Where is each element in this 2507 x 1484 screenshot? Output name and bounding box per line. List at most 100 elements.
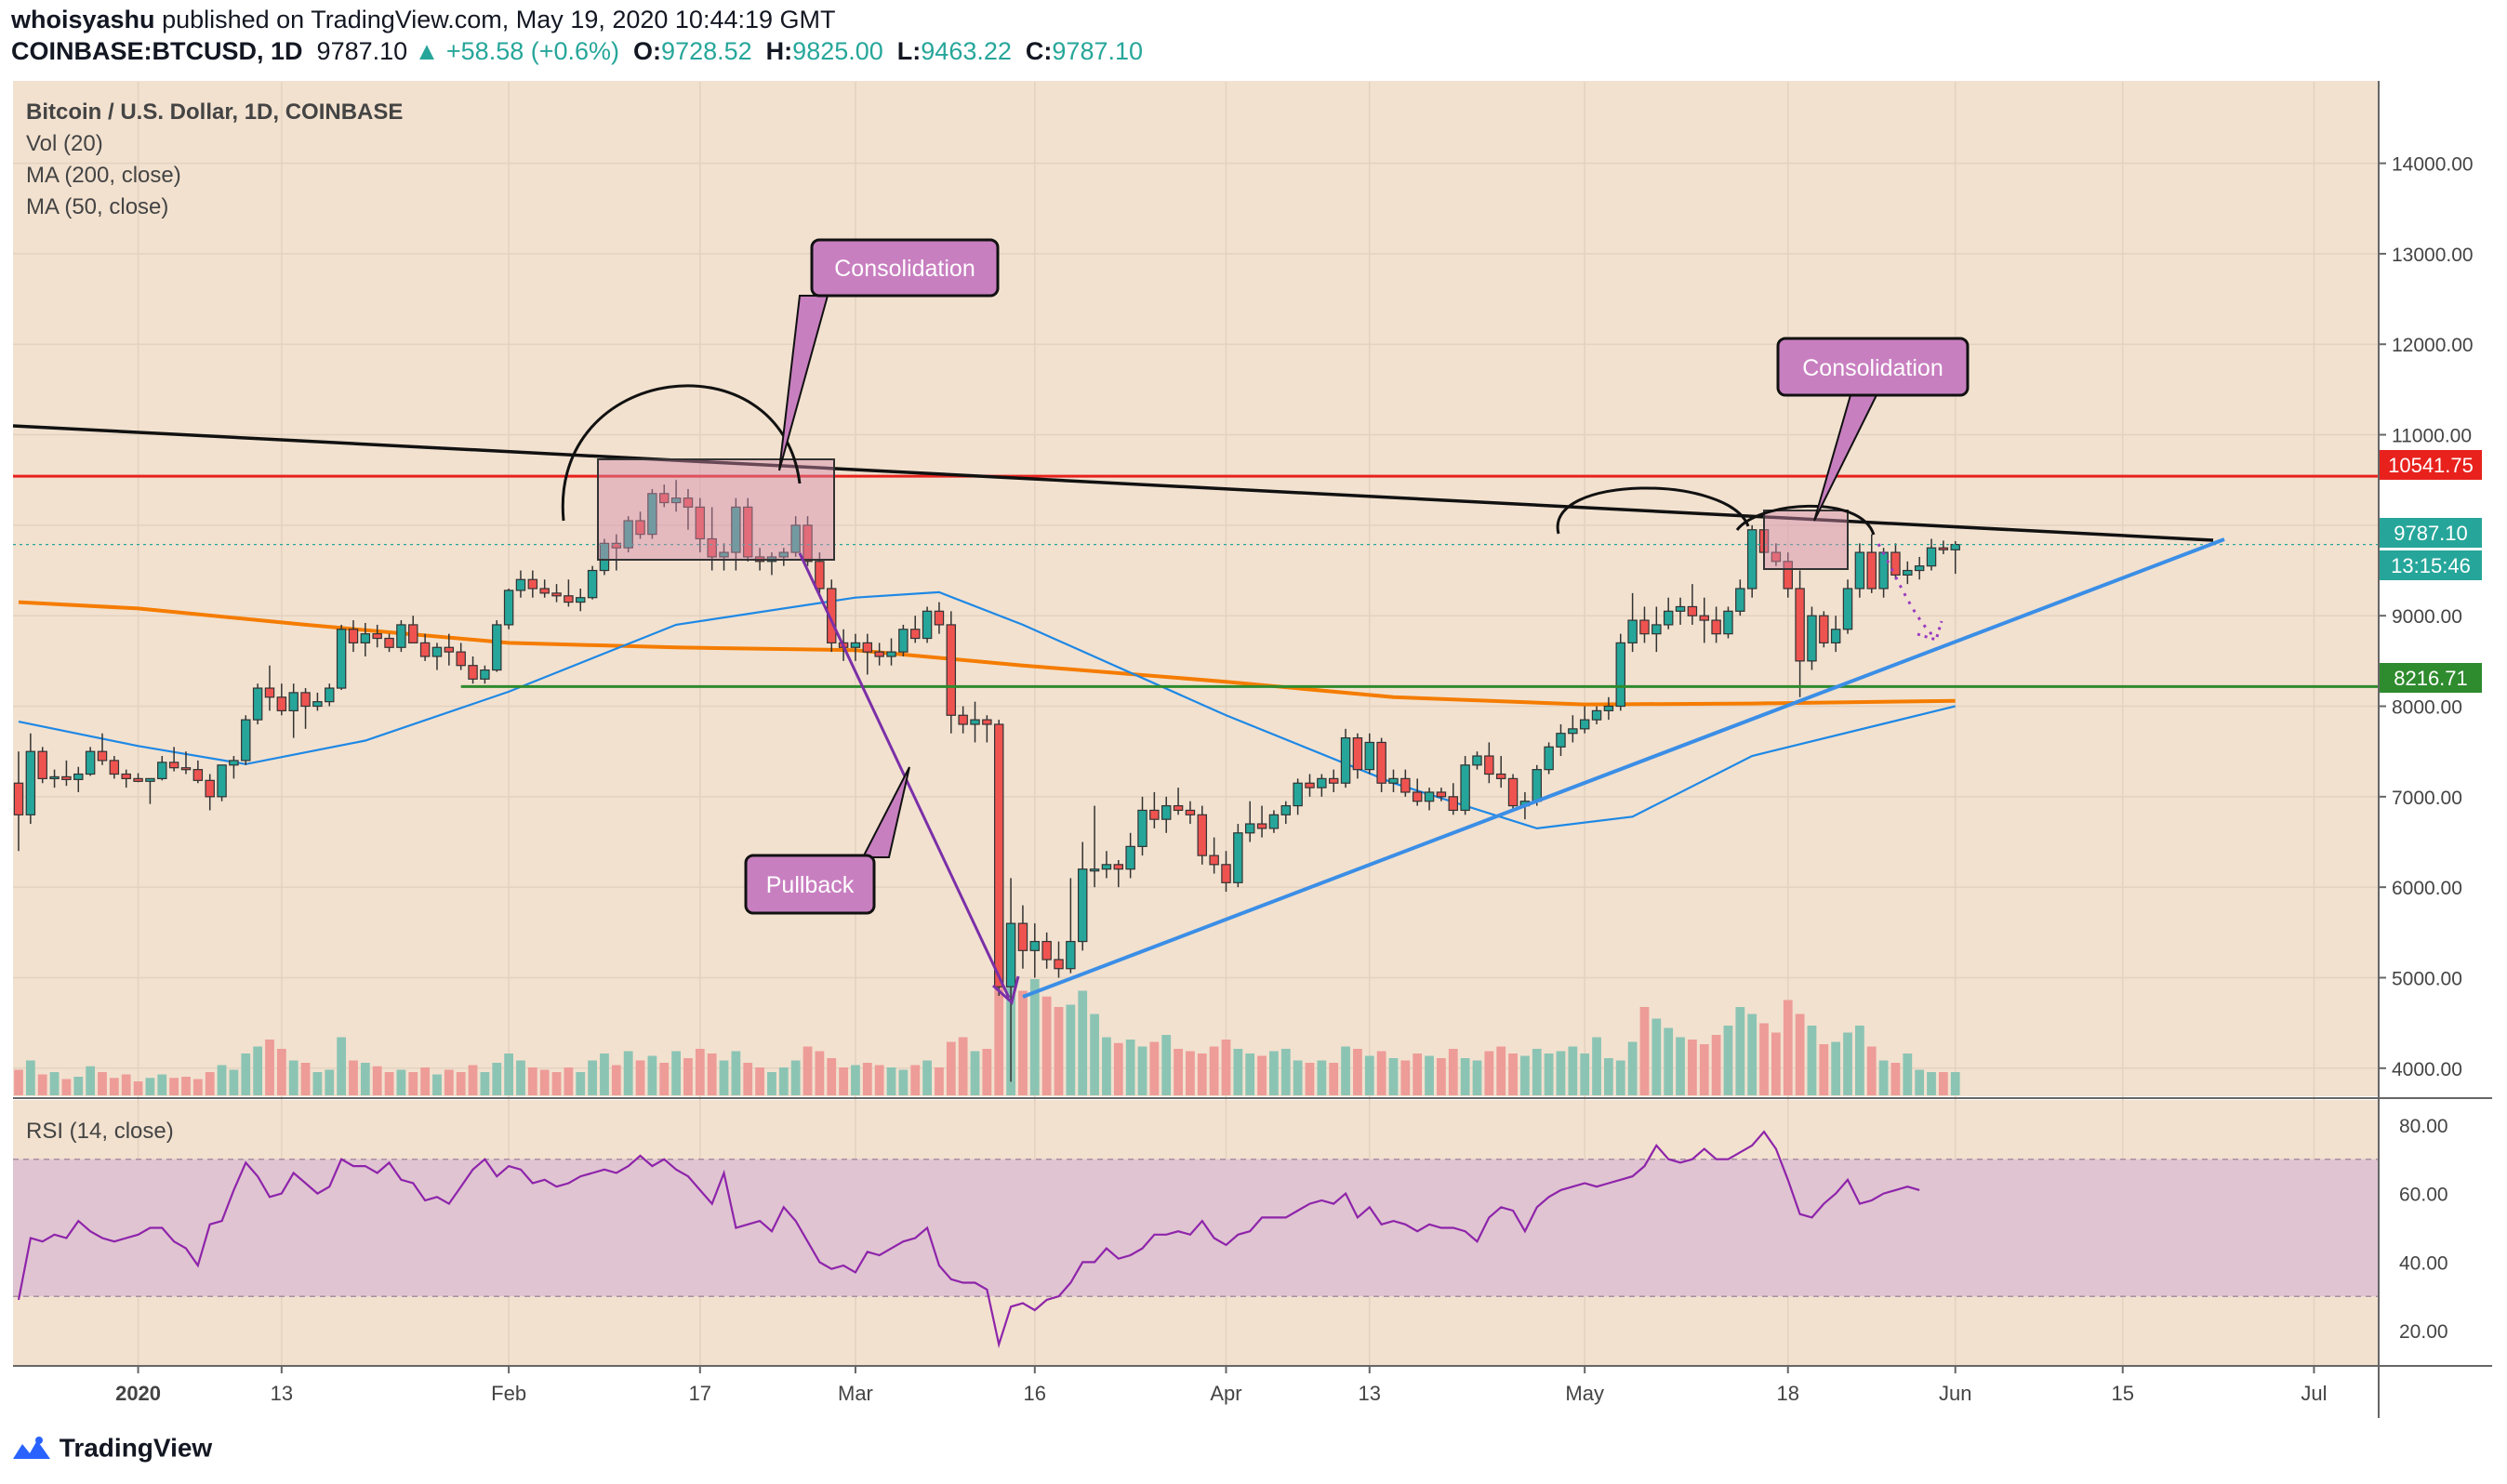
price-tick-label: 7000.00	[2392, 788, 2462, 809]
candle	[970, 701, 980, 743]
candle	[1113, 859, 1124, 888]
candle	[1783, 552, 1793, 598]
volume-bar	[1508, 1053, 1518, 1095]
volume-bar	[420, 1067, 431, 1095]
candle-body	[1854, 551, 1865, 590]
volume-bar	[803, 1046, 813, 1095]
volume-bar	[743, 1063, 753, 1095]
candle-body	[635, 520, 645, 536]
candle-body	[539, 588, 550, 594]
consolidation-box-2	[1763, 510, 1849, 570]
volume-bar	[731, 1051, 741, 1095]
candle-body	[468, 665, 478, 680]
candle	[168, 747, 179, 772]
candle	[325, 683, 335, 707]
candle-body	[910, 629, 921, 640]
volume-bar	[600, 1053, 609, 1095]
volume-bar	[778, 1067, 789, 1095]
candle	[1293, 778, 1303, 815]
volume-bar	[1831, 1041, 1841, 1095]
volume-bar	[683, 1058, 693, 1095]
volume-bar	[384, 1072, 394, 1095]
ma50-polyline	[18, 590, 1956, 830]
candle-body	[1244, 823, 1255, 834]
candle	[1711, 606, 1721, 643]
arc-3	[1735, 504, 1876, 536]
volume-bar	[588, 1060, 597, 1095]
volume-bar	[456, 1072, 466, 1095]
descending-trendline	[12, 424, 2214, 542]
candle-body	[1472, 755, 1482, 766]
volume-bar	[1676, 1037, 1685, 1095]
candle	[121, 769, 131, 788]
time-tick-label: 18	[1777, 1382, 1799, 1405]
candle-body	[1544, 746, 1554, 771]
price-tick-label: 6000.00	[2392, 878, 2462, 899]
volume-bar	[205, 1072, 215, 1095]
candle	[192, 760, 204, 784]
price-chart[interactable]: 14000.0013000.0012000.0011000.0010000.00…	[0, 0, 2507, 1423]
candle	[670, 480, 682, 512]
candle	[683, 488, 694, 530]
candle	[874, 643, 884, 666]
candle	[1424, 788, 1435, 811]
volume-bar	[1317, 1060, 1327, 1095]
candle-body	[444, 646, 455, 653]
candle	[1340, 728, 1351, 788]
candle	[1436, 788, 1447, 802]
candle-body	[408, 624, 418, 643]
callout-consolidation-1[interactable]: Consolidation	[778, 238, 1000, 471]
callout-consolidation-2-box	[1776, 337, 1970, 397]
volume-bar	[1066, 1004, 1076, 1095]
candle	[743, 497, 753, 562]
candle	[958, 706, 968, 734]
volume-bar	[982, 1049, 992, 1095]
candle-body	[1627, 619, 1638, 643]
candle-body	[1723, 610, 1733, 635]
candle	[37, 747, 47, 784]
time-tick-label: Jun	[1939, 1382, 1971, 1405]
volume-bar	[1472, 1060, 1482, 1095]
price-label-last: 9787.10 13:15:46	[2380, 518, 2482, 580]
candle-body	[1950, 543, 1960, 550]
volume-bar	[61, 1079, 72, 1095]
time-tick-label: 13	[1359, 1382, 1381, 1405]
candle	[731, 497, 741, 571]
callout-pullback-pointer	[861, 766, 910, 858]
callout-pullback[interactable]: Pullback	[744, 766, 910, 915]
volume-bar	[1269, 1051, 1279, 1095]
volume-bar	[790, 1060, 801, 1095]
callout-consolidation-1-pointer	[778, 295, 829, 471]
candle	[1066, 878, 1076, 974]
candle-body	[1819, 615, 1829, 643]
volume-bar	[504, 1053, 513, 1095]
candle	[1256, 805, 1267, 838]
candle-body	[874, 651, 884, 657]
candle	[384, 633, 394, 653]
candle	[599, 538, 610, 576]
candle-body	[1376, 741, 1386, 784]
callout-consolidation-2[interactable]: Consolidation	[1776, 337, 1970, 522]
candle-body	[1197, 814, 1208, 856]
volume-bar	[337, 1037, 347, 1095]
volume-bar	[1520, 1055, 1530, 1095]
volume-bar	[253, 1046, 263, 1095]
candle-body	[264, 687, 275, 698]
volume-bar	[1413, 1053, 1423, 1095]
volume-bar	[1771, 1032, 1781, 1095]
volume-bar	[372, 1066, 382, 1095]
tradingview-logo[interactable]: TradingView	[11, 1432, 212, 1464]
candle	[1603, 696, 1614, 721]
candle-body	[778, 551, 789, 558]
candle-body	[1603, 705, 1614, 711]
candle-body	[1137, 809, 1147, 847]
time-tick-label: 15	[2111, 1382, 2133, 1405]
low-label: L:	[896, 37, 922, 65]
publisher-name[interactable]: whoisyashu	[11, 6, 155, 33]
candle	[49, 769, 60, 788]
candle-body	[862, 642, 873, 653]
candle-body	[1436, 791, 1447, 798]
candle-body	[1938, 547, 1949, 550]
volume-bar	[181, 1077, 191, 1095]
arc-2	[1556, 486, 1750, 535]
